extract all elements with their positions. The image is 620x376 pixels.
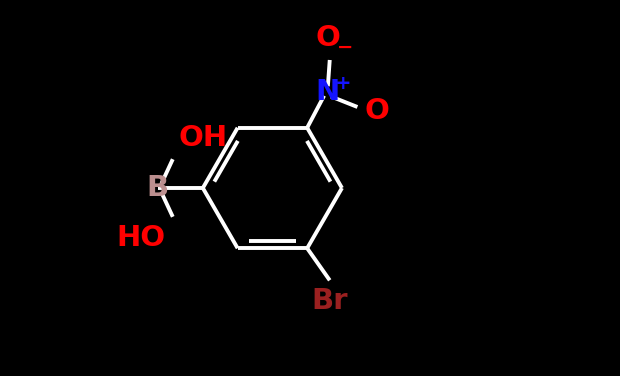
Text: O: O [316, 24, 340, 53]
Text: +: + [335, 74, 351, 93]
Text: O: O [365, 97, 390, 125]
Text: Br: Br [311, 287, 348, 315]
Text: N: N [316, 78, 340, 106]
Text: −: − [337, 38, 353, 57]
Text: HO: HO [116, 224, 166, 252]
Text: B: B [147, 174, 169, 202]
Text: OH: OH [179, 124, 228, 152]
